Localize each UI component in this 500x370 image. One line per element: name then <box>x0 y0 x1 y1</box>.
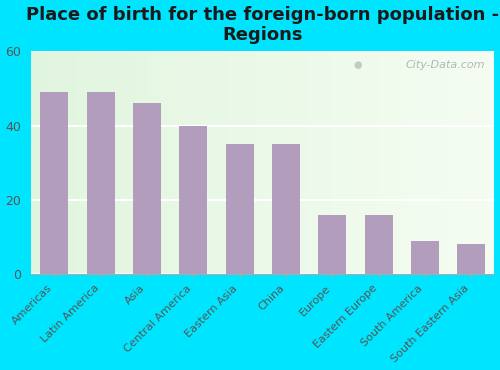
Bar <box>251 51 257 274</box>
Bar <box>176 51 182 274</box>
Title: Place of birth for the foreign-born population -
Regions: Place of birth for the foreign-born popu… <box>26 6 500 44</box>
Bar <box>477 51 483 274</box>
Bar <box>356 51 361 274</box>
Bar <box>112 51 118 274</box>
Bar <box>367 51 373 274</box>
Bar <box>338 51 344 274</box>
Bar <box>274 51 280 274</box>
Bar <box>292 51 298 274</box>
Bar <box>315 51 320 274</box>
Bar <box>460 51 466 274</box>
Bar <box>318 215 346 274</box>
Bar <box>361 51 367 274</box>
Bar <box>458 244 485 274</box>
Bar <box>182 51 188 274</box>
Bar <box>364 215 392 274</box>
Bar <box>332 51 338 274</box>
Bar <box>425 51 430 274</box>
Bar <box>188 51 194 274</box>
Bar <box>419 51 425 274</box>
Bar <box>454 51 460 274</box>
Bar <box>226 144 254 274</box>
Bar <box>268 51 274 274</box>
Bar <box>344 51 350 274</box>
Bar <box>89 51 95 274</box>
Bar <box>54 51 60 274</box>
Bar <box>263 51 268 274</box>
Bar <box>86 92 115 274</box>
Bar <box>414 51 419 274</box>
Bar <box>37 51 43 274</box>
Bar <box>216 51 222 274</box>
Bar <box>304 51 309 274</box>
Bar <box>408 51 414 274</box>
Bar <box>95 51 100 274</box>
Bar <box>180 126 207 274</box>
Bar <box>326 51 332 274</box>
Bar <box>84 51 89 274</box>
Bar <box>483 51 488 274</box>
Bar <box>222 51 228 274</box>
Bar <box>396 51 402 274</box>
Bar <box>133 103 161 274</box>
Bar <box>350 51 356 274</box>
Text: ●: ● <box>353 60 362 70</box>
Bar <box>320 51 326 274</box>
Bar <box>130 51 136 274</box>
Bar <box>40 92 68 274</box>
Bar <box>234 51 239 274</box>
Bar <box>147 51 153 274</box>
Bar <box>210 51 216 274</box>
Bar <box>124 51 130 274</box>
Bar <box>402 51 407 274</box>
Bar <box>118 51 124 274</box>
Bar <box>72 51 78 274</box>
Bar <box>272 144 300 274</box>
Bar <box>411 240 439 274</box>
Bar <box>42 51 48 274</box>
Bar <box>257 51 263 274</box>
Bar <box>280 51 286 274</box>
Bar <box>194 51 199 274</box>
Bar <box>199 51 205 274</box>
Bar <box>448 51 454 274</box>
Bar <box>158 51 164 274</box>
Bar <box>384 51 390 274</box>
Bar <box>153 51 158 274</box>
Bar <box>100 51 106 274</box>
Text: City-Data.com: City-Data.com <box>406 60 485 70</box>
Bar <box>106 51 112 274</box>
Bar <box>309 51 315 274</box>
Bar <box>228 51 234 274</box>
Bar <box>298 51 304 274</box>
Bar <box>436 51 442 274</box>
Bar <box>472 51 477 274</box>
Bar <box>66 51 71 274</box>
Bar <box>60 51 66 274</box>
Bar <box>378 51 384 274</box>
Bar <box>205 51 210 274</box>
Bar <box>246 51 251 274</box>
Bar <box>48 51 54 274</box>
Bar <box>170 51 176 274</box>
Bar <box>466 51 471 274</box>
Bar <box>136 51 141 274</box>
Bar <box>442 51 448 274</box>
Bar <box>390 51 396 274</box>
Bar <box>488 51 494 274</box>
Bar <box>31 51 37 274</box>
Bar <box>78 51 84 274</box>
Bar <box>286 51 292 274</box>
Bar <box>240 51 246 274</box>
Bar <box>430 51 436 274</box>
Bar <box>373 51 378 274</box>
Bar <box>141 51 147 274</box>
Bar <box>164 51 170 274</box>
